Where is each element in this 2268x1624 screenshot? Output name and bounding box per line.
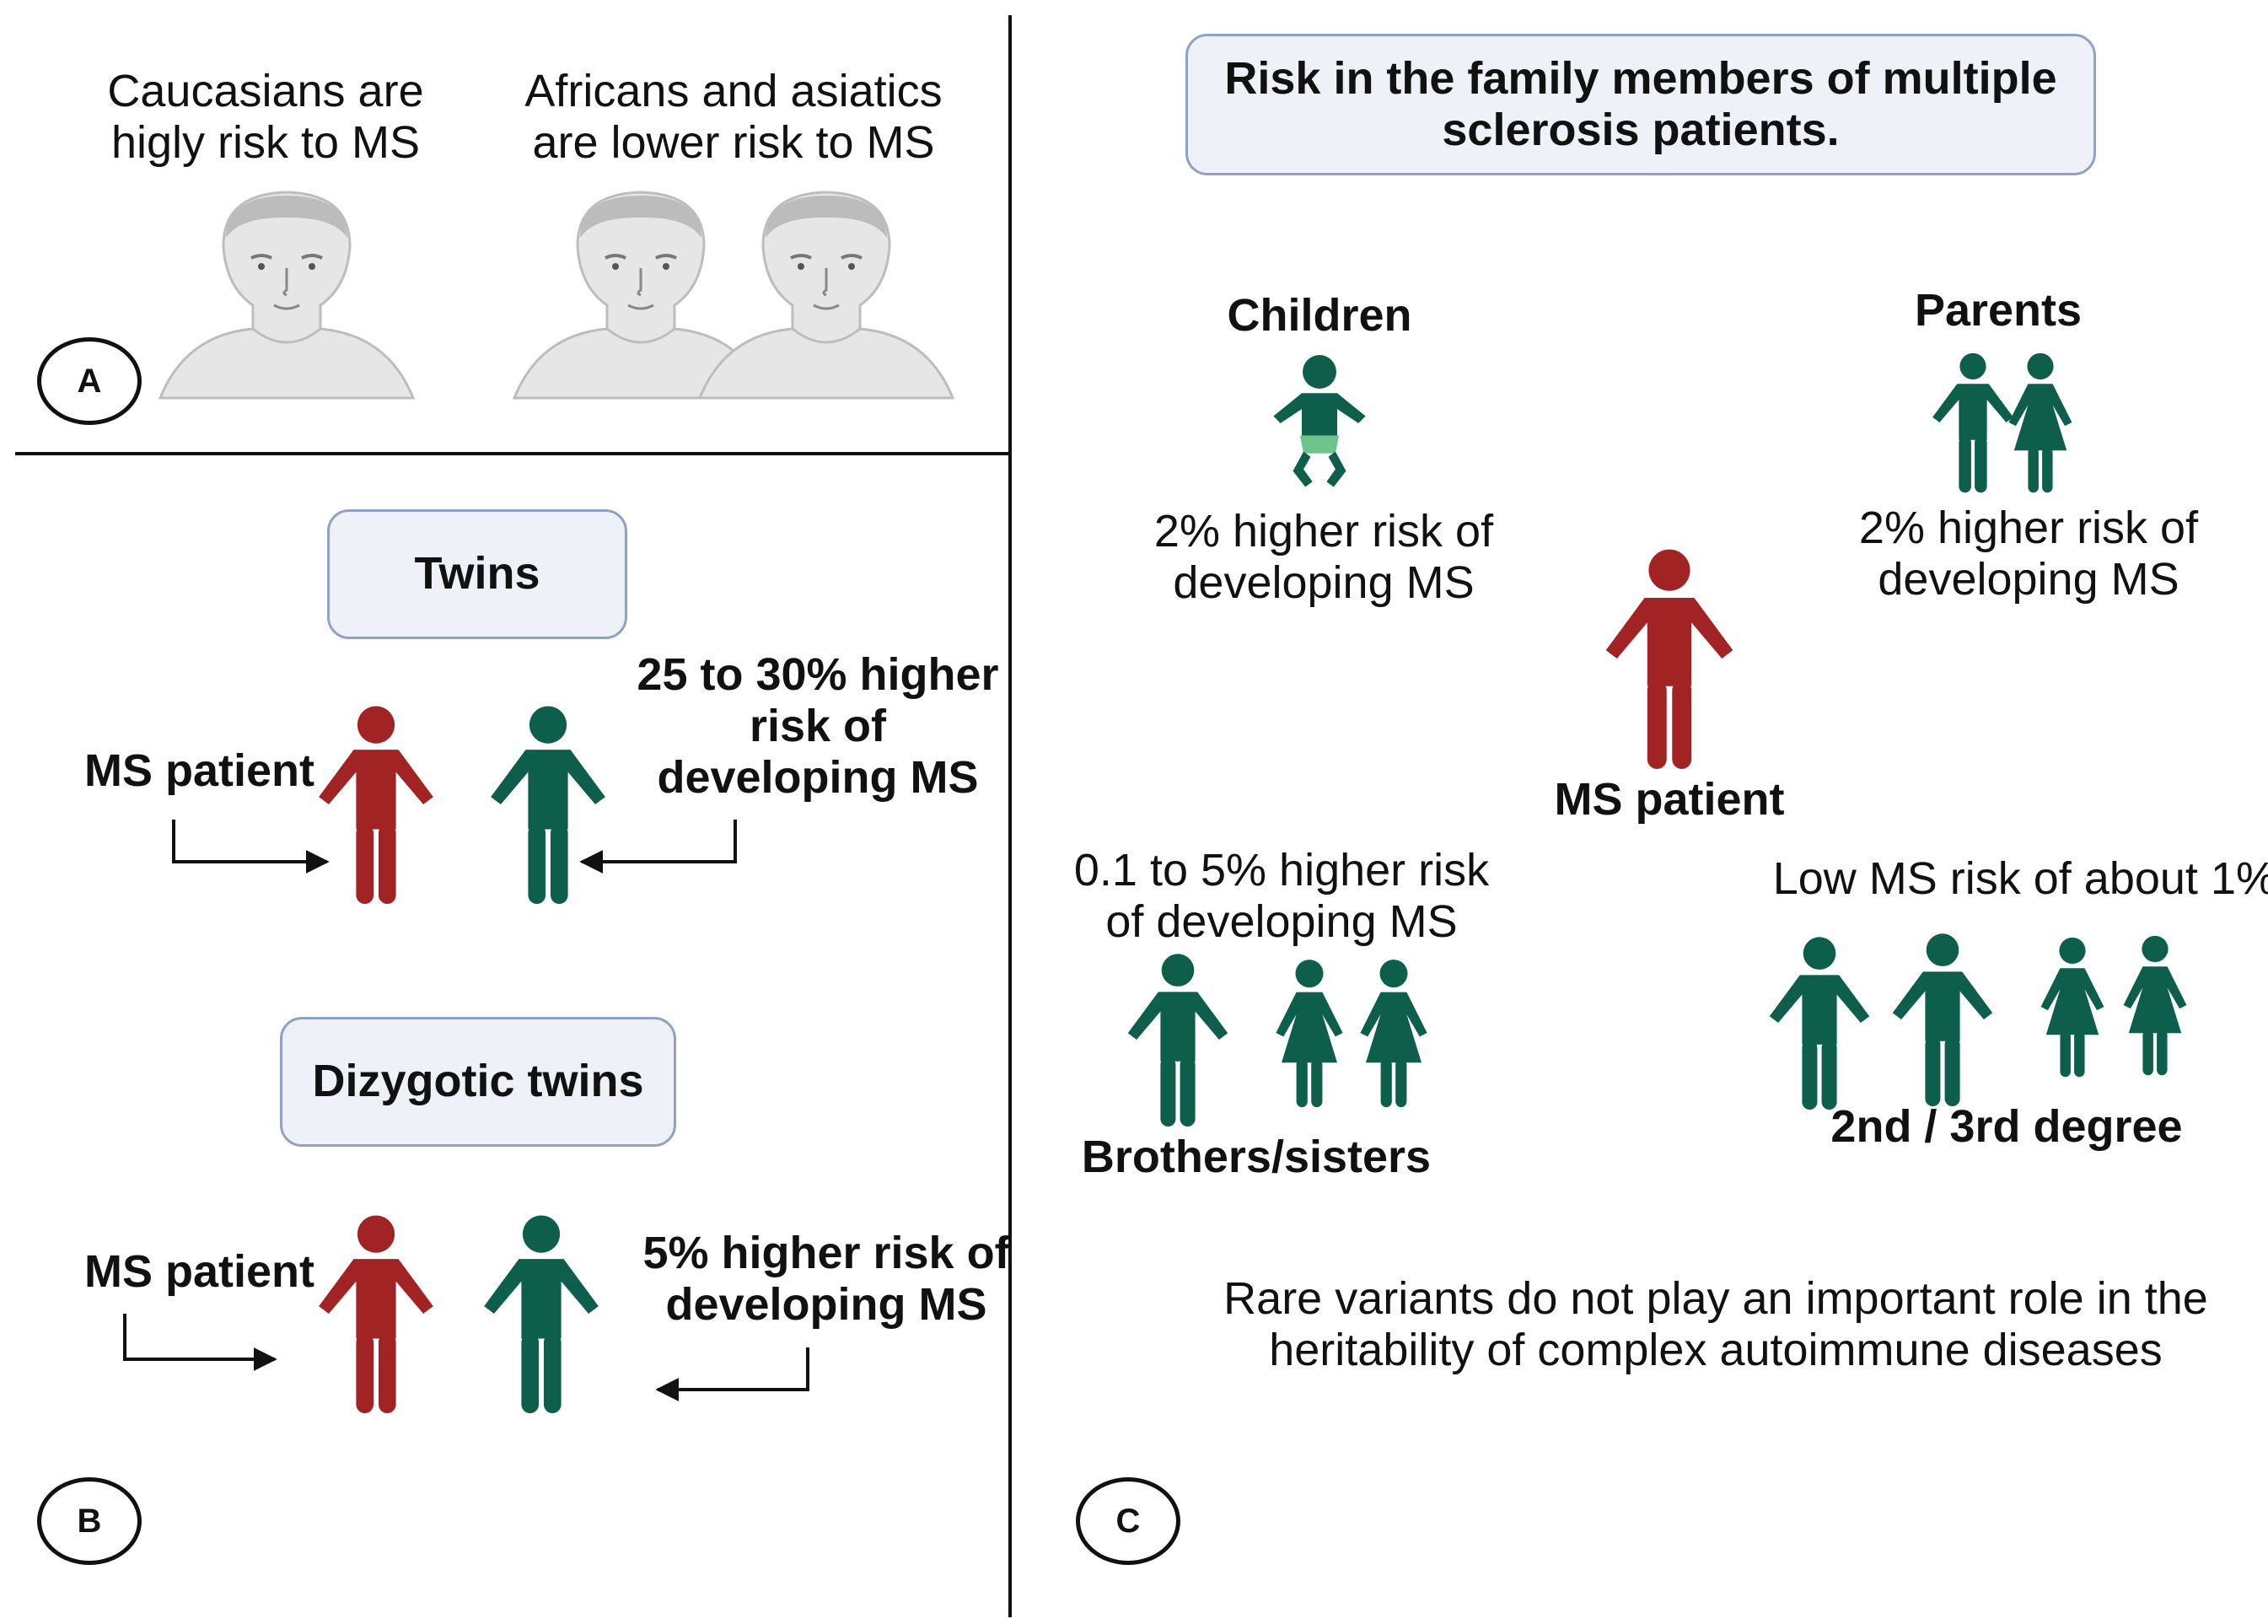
person-icon (1594, 548, 1745, 769)
children-risk-text: 2% higher risk of developing MS (1153, 506, 1494, 609)
baby-icon (1266, 354, 1373, 496)
twins-patient-label: MS patient (84, 745, 315, 796)
parents-label: Parents (1914, 285, 2083, 336)
panel-c-label: C (1076, 1477, 1180, 1565)
panel-a-label: A (37, 337, 142, 425)
woman-icon (1263, 953, 1356, 1113)
twins-title-box: Twins (327, 509, 627, 639)
center-patient-label: MS patient (1554, 774, 1785, 825)
horizontal-divider (15, 452, 1010, 455)
person-icon (1887, 933, 1998, 1106)
africans-asiatics-caption: Africans and asiatics are lower risk to … (524, 66, 943, 169)
person-icon (1764, 936, 1875, 1110)
siblings-label: Brothers/sisters (1081, 1132, 1432, 1182)
person-icon (310, 1214, 442, 1413)
degree-risk-text: Low MS risk of about 1% (1772, 853, 2268, 904)
woman-icon (1997, 344, 2084, 501)
parents-risk-text: 2% higher risk of developing MS (1858, 503, 2199, 605)
dizygotic-patient-label: MS patient (84, 1246, 315, 1297)
vertical-divider (1008, 15, 1012, 1617)
person-icon (1121, 953, 1234, 1127)
twins-risk-text: 25 to 30% higher risk of developing MS (637, 649, 999, 804)
woman-icon (2111, 924, 2199, 1086)
caucasians-caption: Caucasians are higly risk to MS (107, 66, 424, 169)
dizygotic-risk-text: 5% higher risk of developing MS (642, 1228, 1010, 1331)
person-icon (476, 1214, 607, 1413)
children-label: Children (1227, 290, 1412, 341)
rare-variants-footnote: Rare variants do not play an important r… (1223, 1273, 2208, 1376)
dizygotic-title-box: Dizygotic twins (280, 1017, 676, 1147)
family-risk-title-box: Risk in the family members of multiple s… (1185, 34, 2096, 175)
degree-label: 2nd / 3rd degree (1830, 1101, 2183, 1152)
woman-icon (1347, 953, 1440, 1113)
siblings-risk-text: 0.1 to 5% higher risk of developing MS (1073, 845, 1490, 948)
panel-b-label: B (37, 1477, 142, 1565)
woman-icon (2029, 926, 2116, 1088)
